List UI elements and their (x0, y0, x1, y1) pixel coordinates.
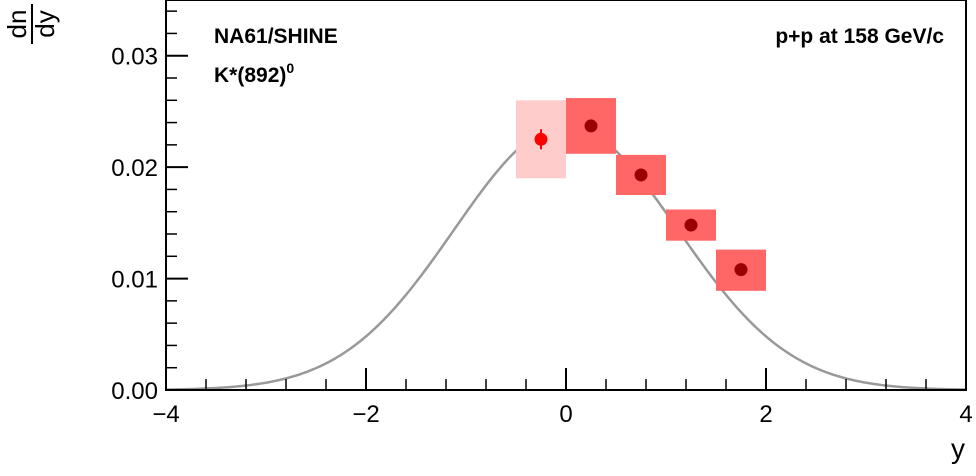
particle-label: K*(892)0 (214, 60, 294, 87)
particle-label-base: K*(892) (214, 64, 286, 87)
plot-frame (165, 0, 967, 391)
x-tick-label-2: 0 (559, 401, 572, 428)
x-tick-label-4: 4 (959, 401, 972, 428)
x-tick-label-3: 2 (759, 401, 772, 428)
experiment-label: NA61/SHINE (214, 25, 338, 48)
y-axis-title-denominator: dy (30, 10, 60, 37)
y-tick-label-1: 0.01 (111, 267, 158, 294)
y-tick-label-2: 0.02 (111, 155, 158, 182)
y-axis-title-numerator: dn (2, 10, 32, 39)
y-axis-title: dn dy (2, 4, 60, 44)
measured-point-1 (634, 168, 648, 182)
system-label: p+p at 158 GeV/c (775, 25, 944, 48)
measured-point-3 (734, 263, 748, 277)
x-axis-title: y (951, 433, 965, 464)
y-tick-label-3: 0.03 (111, 44, 158, 71)
y-tick-label-0: 0.00 (111, 378, 158, 405)
particle-label-superscript: 0 (286, 60, 294, 76)
x-tick-label-0: −4 (152, 401, 179, 428)
measured-point-0 (584, 119, 598, 133)
reflected-point-0 (534, 132, 548, 146)
measured-point-2 (684, 218, 698, 232)
x-tick-label-1: −2 (352, 401, 379, 428)
axis-ticks: −4 −2 0 2 4 0.00 0.01 0.02 0.03 (111, 10, 973, 428)
plot-area (165, 98, 967, 391)
